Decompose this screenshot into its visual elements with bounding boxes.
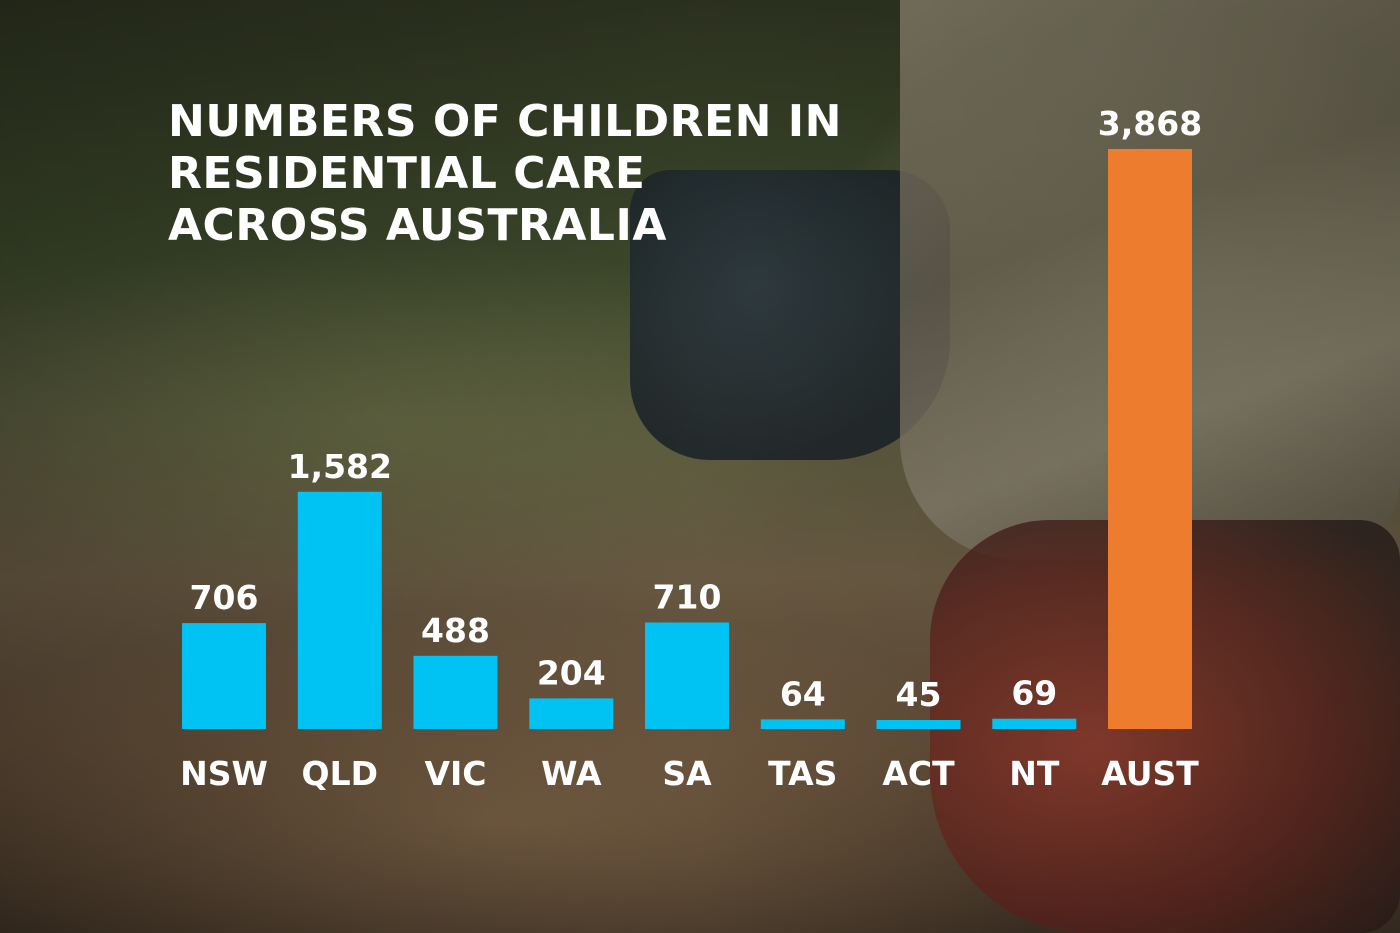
bar-tas <box>760 719 845 729</box>
category-label-vic: VIC <box>424 754 486 793</box>
chart-title-line-1: NUMBERS OF CHILDREN IN <box>168 96 842 147</box>
value-label-sa: 710 <box>653 578 722 617</box>
bar-aust <box>1108 149 1192 729</box>
value-label-vic: 488 <box>421 611 490 650</box>
category-labels-group: NSW QLD VIC WA SA TAS ACT NT AUST <box>180 754 1199 793</box>
bar-nsw <box>182 623 266 729</box>
category-label-nsw: NSW <box>180 754 268 793</box>
value-label-tas: 64 <box>780 674 826 713</box>
value-label-aust: 3,868 <box>1098 104 1202 143</box>
value-label-nt: 69 <box>1011 674 1057 713</box>
value-label-wa: 204 <box>537 653 606 692</box>
value-label-nsw: 706 <box>190 578 259 617</box>
chart-title: NUMBERS OF CHILDREN IN RESIDENTIAL CARE … <box>168 96 888 252</box>
bar-wa <box>529 698 614 729</box>
category-label-tas: TAS <box>768 754 837 793</box>
bar-qld <box>297 491 382 729</box>
chart-title-line-2: RESIDENTIAL CARE <box>168 148 646 199</box>
category-label-nt: NT <box>1009 754 1060 793</box>
value-label-qld: 1,582 <box>288 447 392 486</box>
value-label-act: 45 <box>896 675 942 714</box>
category-label-wa: WA <box>541 754 602 793</box>
category-label-sa: SA <box>662 754 712 793</box>
category-label-aust: AUST <box>1101 754 1199 793</box>
bar-sa <box>645 622 729 729</box>
background-swing-seat <box>630 170 950 460</box>
category-label-qld: QLD <box>302 754 378 793</box>
chart-title-line-3: ACROSS AUSTRALIA <box>168 200 667 251</box>
bar-nt <box>992 718 1077 729</box>
bar-act <box>876 720 961 729</box>
value-labels-group: 706 1,582 488 204 710 64 45 69 3,868 <box>190 104 1203 714</box>
bars-group <box>182 149 1192 729</box>
bar-vic <box>413 655 498 729</box>
category-label-act: ACT <box>882 754 955 793</box>
